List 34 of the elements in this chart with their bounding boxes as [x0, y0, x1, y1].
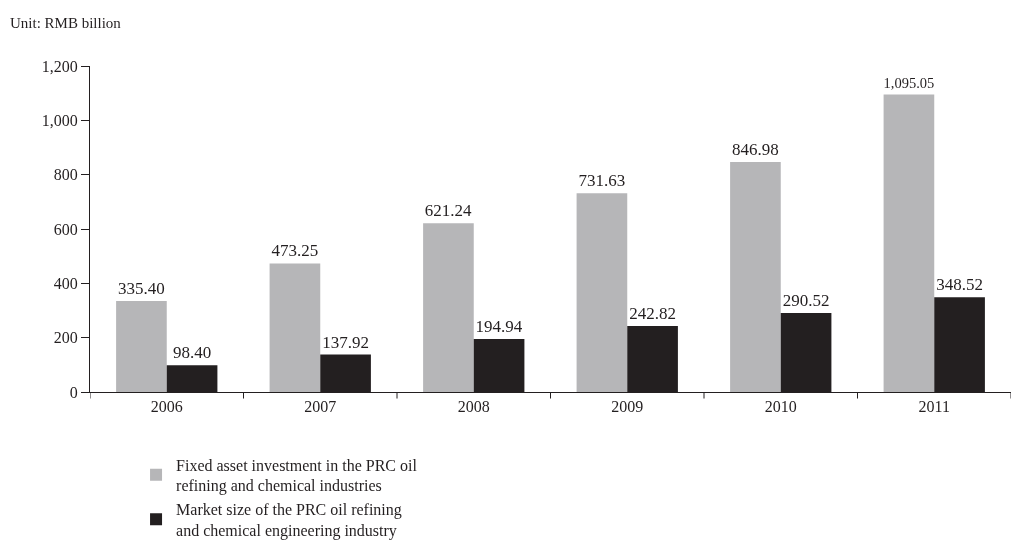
bar — [423, 223, 474, 392]
x-tick-label: 2007 — [304, 398, 337, 416]
data-label: 731.63 — [578, 171, 626, 191]
y-tick-label: 1,000 — [41, 111, 78, 129]
data-label: 290.52 — [782, 291, 830, 311]
y-tick-label: 800 — [53, 166, 78, 184]
y-tick-label: 400 — [53, 274, 78, 292]
data-label: 473.25 — [271, 241, 319, 261]
data-label: 348.52 — [936, 275, 983, 295]
y-tick-label: 0 — [69, 383, 78, 401]
y-axis-title: Unit: RMB billion — [10, 15, 122, 31]
bar — [576, 193, 628, 392]
data-label: 194.94 — [475, 317, 523, 337]
legend-label: Market size of the PRC oil refining and chemical engineering industry — [176, 501, 402, 540]
x-tick-label: 2006 — [150, 398, 183, 416]
data-label: 98.40 — [172, 343, 212, 363]
data-label: 137.92 — [322, 332, 369, 352]
data-label: 1,095.05 — [883, 75, 935, 92]
data-label: 846.98 — [732, 139, 779, 159]
legend-label: Fixed asset investment in the PRC oil refining and chemical industries — [176, 456, 418, 496]
bar — [269, 263, 321, 392]
y-tick-label: 600 — [53, 220, 78, 238]
y-tick-label: 200 — [53, 329, 78, 347]
x-tick-label: 2008 — [457, 398, 490, 416]
bar — [116, 300, 167, 392]
x-tick-label: 2011 — [918, 398, 950, 416]
data-label: 242.82 — [629, 304, 676, 324]
bar — [730, 161, 781, 392]
bar — [883, 94, 935, 392]
x-tick-label: 2009 — [611, 398, 644, 416]
y-tick-label: 1,200 — [41, 57, 78, 75]
x-tick-label: 2010 — [764, 398, 797, 416]
data-label: 621.24 — [424, 201, 473, 221]
data-label: 335.40 — [118, 278, 165, 298]
